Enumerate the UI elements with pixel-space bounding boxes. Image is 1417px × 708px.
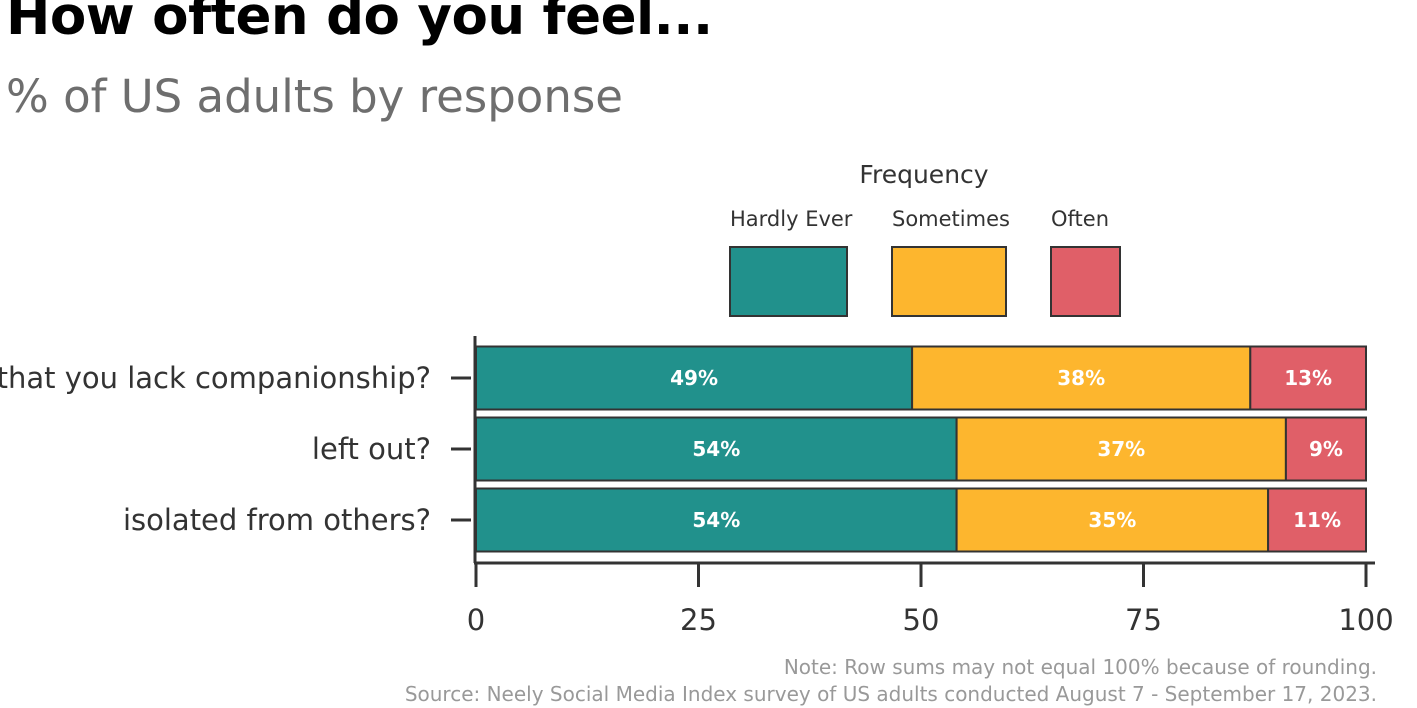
x-tick-label: 25 — [680, 603, 717, 637]
legend-title: Frequency — [859, 160, 988, 189]
bar-segment — [475, 416, 958, 482]
bar-segment — [1284, 416, 1368, 482]
bar-data-label: 38% — [1057, 366, 1105, 390]
y-tick-label: that you lack companionship? — [0, 361, 431, 395]
bar-data-label: 54% — [692, 508, 740, 532]
chart-note: Note: Row sums may not equal 100% becaus… — [783, 655, 1377, 679]
chart-title: How often do you feel... — [6, 0, 713, 47]
bar-data-label: 13% — [1284, 366, 1332, 390]
x-tick-label: 0 — [467, 603, 485, 637]
bar-segment — [1249, 345, 1368, 411]
bar-segment — [475, 487, 958, 553]
legend-label: Often — [1051, 207, 1109, 231]
bar-data-label: 35% — [1088, 508, 1136, 532]
x-tick-label: 50 — [903, 603, 940, 637]
bar-data-label: 37% — [1097, 437, 1145, 461]
bar-data-label: 54% — [692, 437, 740, 461]
bar-segment — [955, 416, 1287, 482]
x-tick-label: 75 — [1125, 603, 1162, 637]
y-tick-label: left out? — [312, 432, 431, 466]
bar-data-label: 49% — [670, 366, 718, 390]
bar-segment — [475, 345, 914, 411]
bar-segment — [1267, 487, 1367, 553]
chart-source: Source: Neely Social Media Index survey … — [404, 682, 1377, 706]
chart-subtitle: % of US adults by response — [6, 70, 623, 123]
axes: that you lack companionship? left out? iso… — [0, 336, 1394, 637]
bar-data-label: 9% — [1309, 437, 1343, 461]
y-tick-label: isolated from others? — [123, 503, 431, 537]
legend-swatch — [729, 246, 848, 317]
x-tick-label: 100 — [1338, 603, 1393, 637]
legend-label: Hardly Ever — [730, 207, 853, 231]
bar-data-label: 11% — [1293, 508, 1341, 532]
legend-swatch — [891, 246, 1007, 317]
bar-segment — [955, 487, 1270, 553]
legend-label: Sometimes — [892, 207, 1010, 231]
bars: 49% 38% 13% 54% 37% 9% 54% 35% 11% — [475, 345, 1368, 553]
legend-swatch — [1050, 246, 1121, 317]
